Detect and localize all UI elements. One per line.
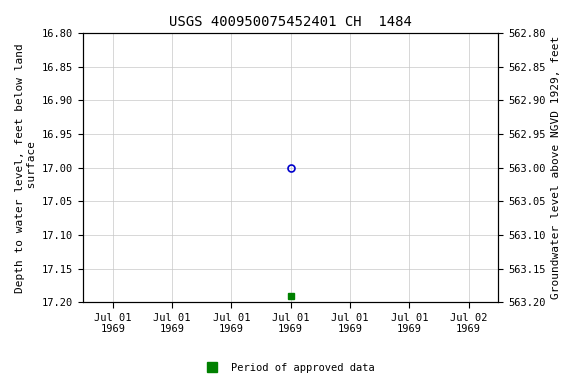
Y-axis label: Groundwater level above NGVD 1929, feet: Groundwater level above NGVD 1929, feet xyxy=(551,36,561,299)
Title: USGS 400950075452401 CH  1484: USGS 400950075452401 CH 1484 xyxy=(169,15,412,29)
Legend: Period of approved data: Period of approved data xyxy=(198,359,378,377)
Y-axis label: Depth to water level, feet below land
 surface: Depth to water level, feet below land su… xyxy=(15,43,37,293)
